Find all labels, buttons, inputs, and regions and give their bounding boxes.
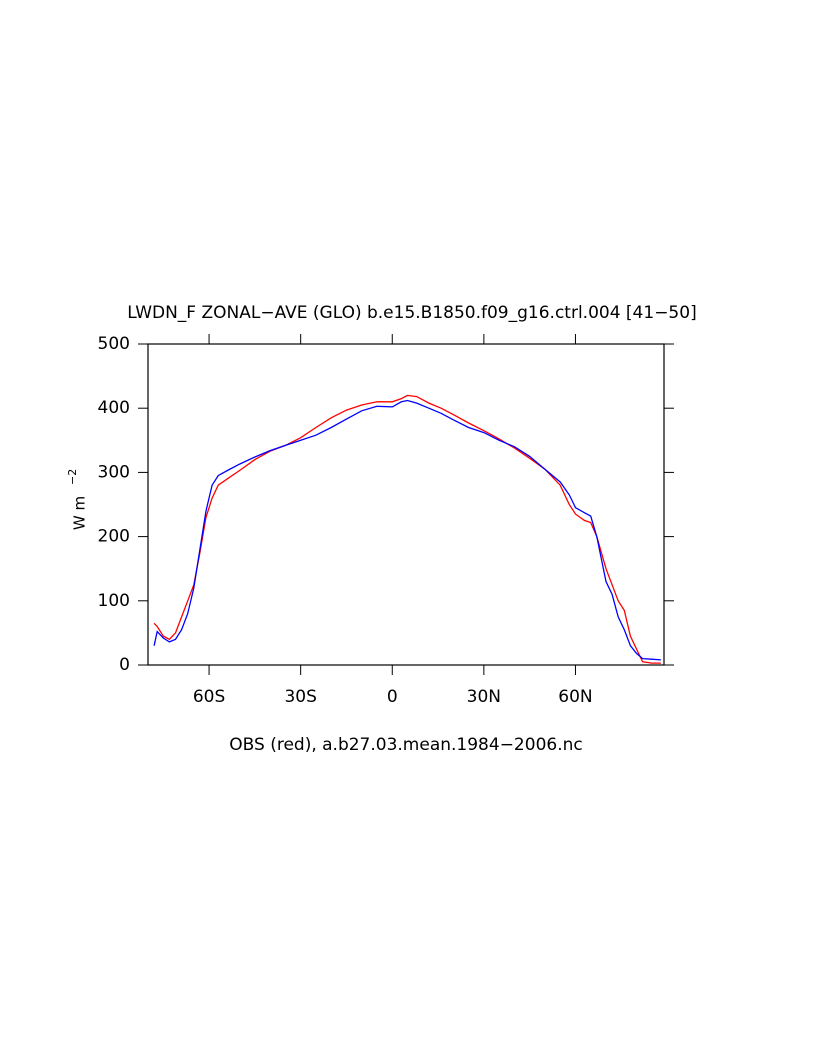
x-axis-label: OBS (red), a.b27.03.mean.1984−2006.nc [229, 735, 582, 755]
y-tick-label: 300 [98, 462, 130, 482]
y-axis-label-exponent: −2 [66, 469, 79, 485]
y-tick-label: 100 [98, 591, 130, 611]
y-tick-label: 0 [119, 655, 130, 675]
y-tick-label: 500 [98, 334, 130, 354]
series-line [153, 399, 661, 661]
y-tick-label: 400 [98, 398, 130, 418]
x-tick-label: 60N [558, 687, 592, 707]
series-line [153, 394, 661, 664]
x-tick-label: 60S [193, 687, 225, 707]
y-axis-label-main: W m [71, 496, 89, 530]
y-tick-label: 200 [98, 527, 130, 547]
x-tick-label: 0 [387, 687, 398, 707]
x-tick-label: 30S [284, 687, 316, 707]
chart-title: LWDN_F ZONAL−AVE (GLO) b.e15.B1850.f09_g… [127, 303, 696, 323]
y-axis-label: W m −2 [66, 469, 89, 530]
x-tick-label: 30N [467, 687, 501, 707]
plot-frame [147, 343, 665, 666]
